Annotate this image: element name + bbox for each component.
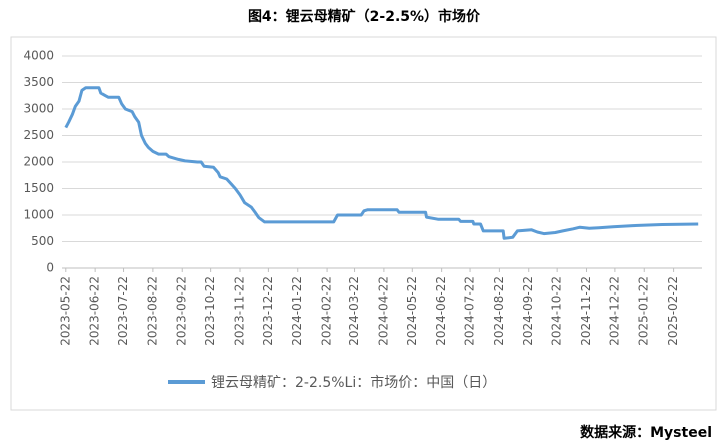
x-tick-label: 2024-04-22 — [376, 276, 390, 346]
x-tick-label: 2023-05-22 — [58, 276, 72, 346]
x-tick-label: 2023-11-22 — [232, 276, 246, 346]
x-tick-label: 2023-08-22 — [145, 276, 159, 346]
y-tick-label: 1500 — [23, 181, 54, 195]
x-tick-label: 2023-06-22 — [88, 276, 102, 346]
y-tick-label: 500 — [31, 234, 54, 248]
x-tick-label: 2024-03-22 — [347, 276, 361, 346]
chart-frame — [10, 36, 717, 411]
x-tick-label: 2023-07-22 — [116, 276, 130, 346]
y-tick-label: 2000 — [23, 155, 54, 169]
chart-title: 图4：锂云母精矿（2-2.5%）市场价 — [248, 8, 481, 25]
x-tick-label: 2024-11-22 — [579, 276, 593, 346]
x-tick-label: 2024-01-22 — [290, 276, 304, 346]
x-tick-label: 2024-06-22 — [434, 276, 448, 346]
x-tick-label: 2024-12-22 — [607, 276, 621, 346]
y-tick-label: 1000 — [23, 208, 54, 222]
x-tick-label: 2025-01-22 — [637, 276, 651, 346]
x-tick-label: 2023-12-22 — [261, 276, 275, 346]
y-tick-label: 3500 — [23, 75, 54, 89]
y-tick-label: 0 — [46, 261, 54, 275]
x-tick-label: 2023-09-22 — [175, 276, 189, 346]
x-tick-label: 2024-09-22 — [521, 276, 535, 346]
y-tick-label: 3000 — [23, 102, 54, 116]
x-tick-label: 2024-02-22 — [320, 276, 334, 346]
x-tick-label: 2024-07-22 — [463, 276, 477, 346]
x-tick-label: 2025-02-22 — [666, 276, 680, 346]
legend-label: 锂云母精矿：2-2.5%Li：市场价：中国（日） — [211, 374, 496, 391]
x-tick-label: 2024-08-22 — [492, 276, 506, 346]
source-note: 数据来源：Mysteel — [580, 424, 712, 441]
data-line — [64, 86, 699, 240]
x-tick-label: 2024-10-22 — [550, 276, 564, 346]
y-tick-label: 2500 — [23, 128, 54, 142]
x-tick-label: 2023-10-22 — [203, 276, 217, 346]
y-tick-label: 4000 — [23, 49, 54, 63]
x-tick-label: 2024-05-22 — [405, 276, 419, 346]
